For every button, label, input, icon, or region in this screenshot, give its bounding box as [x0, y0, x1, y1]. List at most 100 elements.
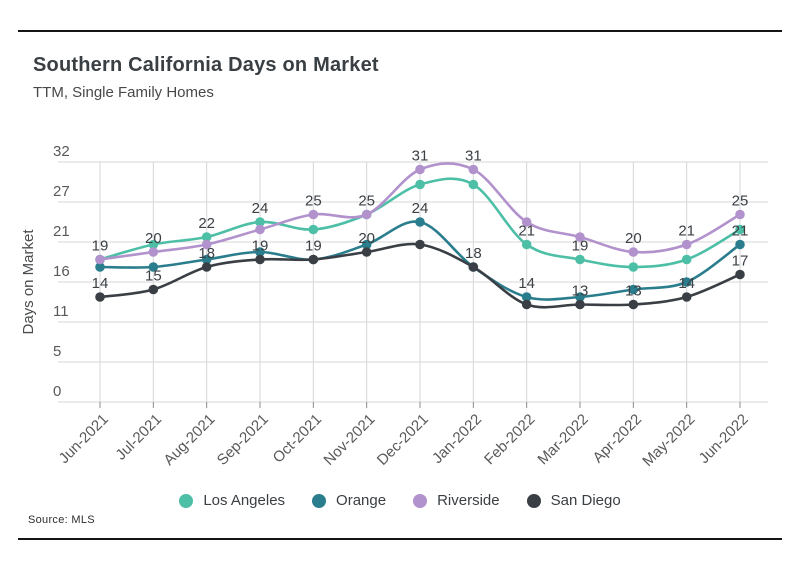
data-point-label: 14 — [518, 275, 535, 292]
data-point-label: 25 — [732, 193, 749, 210]
chart-title: Southern California Days on Market — [33, 54, 379, 76]
data-point — [201, 232, 212, 242]
data-point-label: 24 — [252, 200, 269, 217]
data-point-label: 20 — [358, 230, 375, 247]
data-point — [521, 239, 532, 250]
x-tick-label: Jun-2021 — [56, 411, 112, 467]
data-point — [308, 224, 319, 235]
data-point — [148, 247, 159, 257]
data-point-label: 14 — [678, 275, 695, 292]
x-tick-label: Sep-2021 — [214, 411, 272, 469]
x-tick-label: Nov-2021 — [320, 411, 378, 469]
legend-label-orange: Orange — [336, 492, 387, 509]
x-tick-label: Aug-2021 — [160, 411, 218, 469]
data-point — [95, 262, 105, 272]
legend-marker-san-diego-icon — [526, 493, 541, 508]
data-point — [148, 262, 159, 272]
data-point — [735, 224, 745, 235]
legend-item-orange: Orange — [312, 492, 386, 509]
data-point-label: 25 — [358, 193, 375, 210]
legend-marker-los-angeles-icon — [179, 493, 194, 508]
data-point-label: 19 — [92, 238, 109, 255]
data-point — [628, 262, 639, 272]
data-point-label: 21 — [732, 223, 749, 240]
top-rule — [18, 30, 782, 32]
y-tick-label: 0 — [53, 383, 61, 400]
data-point-label: 18 — [198, 245, 215, 262]
data-point — [681, 239, 692, 250]
data-point — [361, 209, 372, 220]
data-point — [361, 239, 372, 250]
legend-label-riverside: Riverside — [437, 492, 500, 509]
data-point-label: 31 — [465, 148, 482, 165]
data-point — [415, 164, 425, 175]
data-point — [468, 179, 479, 190]
data-point — [255, 254, 265, 265]
data-point — [521, 299, 532, 310]
data-point — [575, 232, 585, 242]
bottom-rule — [18, 538, 782, 540]
source-note: Source: MLS — [28, 514, 95, 526]
data-point — [628, 284, 639, 295]
data-point — [148, 239, 159, 250]
legend-marker-orange-icon — [312, 493, 327, 508]
y-tick-label: 5 — [53, 343, 61, 360]
legend-label-los-angeles: Los Angeles — [203, 492, 286, 509]
data-point — [521, 217, 532, 227]
x-tick-label: Mar-2022 — [534, 411, 591, 468]
data-point-label: 24 — [412, 200, 429, 217]
data-point-label: 13 — [572, 283, 589, 300]
x-tick-label: Dec-2021 — [374, 411, 432, 469]
data-point — [628, 247, 639, 257]
data-point — [735, 239, 745, 250]
data-point — [361, 247, 372, 257]
y-axis-title: Days on Market — [20, 229, 37, 335]
x-tick-label: Feb-2022 — [481, 411, 538, 468]
data-point — [308, 254, 319, 265]
data-point-label: 20 — [145, 230, 162, 247]
data-point-label: 19 — [305, 238, 322, 255]
y-tick-label: 11 — [53, 303, 69, 320]
chart-header: Southern California Days on Market TTM, … — [33, 54, 379, 101]
data-point-label: 21 — [518, 223, 535, 240]
legend-item-san-diego: San Diego — [526, 492, 621, 509]
data-point — [681, 254, 692, 265]
data-point — [255, 247, 265, 257]
data-point — [681, 292, 692, 302]
data-point-label: 25 — [305, 193, 322, 210]
data-point — [575, 254, 585, 265]
legend-label-san-diego: San Diego — [550, 492, 621, 509]
y-tick-label: 32 — [53, 143, 70, 160]
data-point — [468, 262, 479, 272]
data-point-label: 19 — [252, 238, 269, 255]
data-point — [575, 299, 585, 310]
data-point-label: 19 — [572, 238, 589, 255]
data-point — [521, 292, 532, 302]
data-point — [628, 299, 639, 310]
y-tick-label: 27 — [53, 183, 70, 200]
legend-item-los-angeles: Los Angeles — [179, 492, 285, 509]
data-point — [735, 269, 745, 280]
data-point-label: 17 — [732, 253, 749, 270]
data-point — [148, 284, 159, 295]
data-point — [681, 277, 692, 287]
data-point — [95, 254, 105, 265]
x-tick-label: Oct-2021 — [270, 411, 326, 467]
data-point-label: 20 — [625, 230, 642, 247]
legend-item-riverside: Riverside — [413, 492, 500, 509]
y-tick-label: 21 — [53, 223, 70, 240]
data-point-label: 21 — [678, 223, 695, 240]
data-point — [95, 292, 105, 302]
data-point-label: 13 — [625, 283, 642, 300]
x-tick-label: Apr-2022 — [589, 411, 645, 467]
data-point — [201, 262, 212, 272]
data-point — [415, 217, 425, 227]
line-chart-canvas: 32 27 21 16 11 5 0 Jun-2021 Jul-2021Aug-2021Sep-… — [20, 143, 768, 470]
data-point-label: 18 — [465, 245, 482, 262]
data-point-label: 31 — [412, 148, 429, 165]
data-point-label: 15 — [145, 268, 162, 285]
data-point-label: 22 — [198, 215, 215, 232]
x-tick-label: May-2022 — [639, 411, 698, 470]
data-point-label: 14 — [92, 275, 109, 292]
